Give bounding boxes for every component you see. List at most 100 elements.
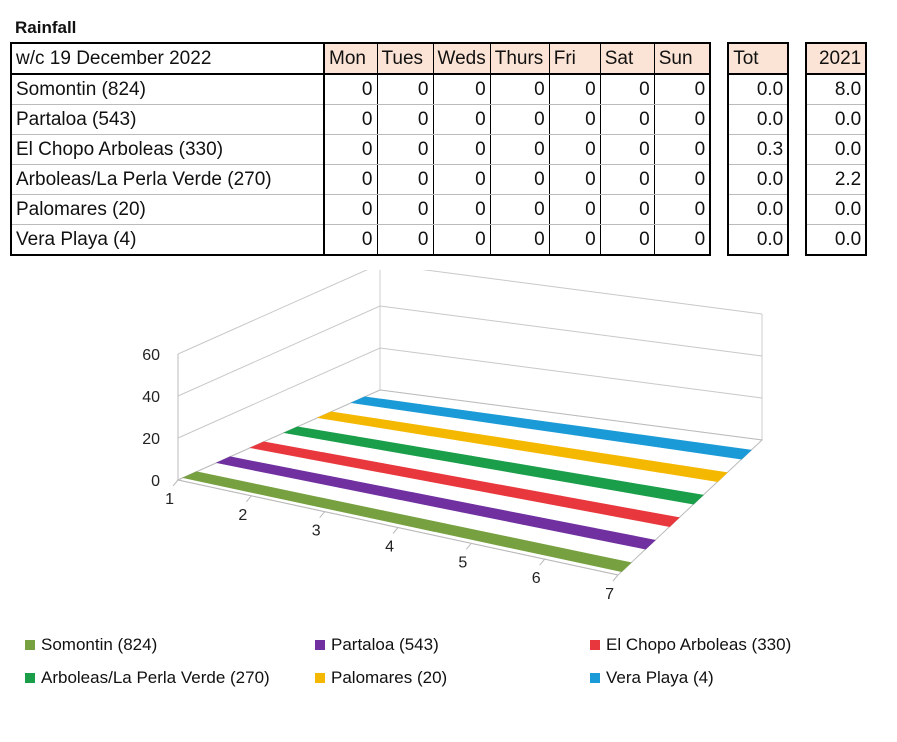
station-name: El Chopo Arboleas (330): [10, 134, 325, 165]
x-tick: [172, 479, 179, 487]
day-value: 0: [433, 194, 491, 225]
day-value: 0: [600, 104, 655, 135]
x-tick-label: 7: [605, 586, 614, 603]
gridline: [177, 347, 763, 439]
day-value: 0: [377, 104, 434, 135]
station-name: Partaloa (543): [10, 104, 325, 135]
day-header: Sun: [654, 42, 712, 75]
total-header: Tot: [727, 42, 790, 75]
year-header: 2021: [805, 42, 868, 75]
x-tick: [392, 527, 399, 534]
day-value: 0: [377, 73, 434, 105]
legend-label: Vera Playa (4): [606, 668, 714, 687]
legend-item: Somontin (824): [25, 635, 157, 655]
y-tick-label: 60: [142, 347, 160, 364]
legend-item: Arboleas/La Perla Verde (270): [25, 668, 270, 688]
year-value: 0.0: [805, 134, 868, 165]
bar-partaloa-543--7: [583, 527, 656, 550]
legend-label: Partaloa (543): [331, 635, 439, 654]
day-value: 0: [549, 164, 601, 195]
y-tick-label: 0: [151, 473, 160, 490]
day-value: 0: [490, 224, 550, 256]
day-value: 0: [377, 224, 434, 256]
bar-palomares-20--7: [659, 463, 728, 482]
day-value: 0: [433, 73, 491, 105]
total-value: 0.0: [727, 194, 790, 225]
legend-swatch: [25, 640, 35, 650]
chart-area: 0 20 40 60 1 2 3 4 5 6 7: [10, 263, 878, 705]
y-tick-label: 40: [142, 389, 160, 406]
table-row: El Chopo Arboleas (330) 0 0 0 0 0 0 0 0.3 0.0: [10, 134, 868, 165]
year-value: 0.0: [805, 194, 868, 225]
day-value: 0: [549, 73, 601, 105]
bar-arboleas-la-perla-verde-270--7: [634, 485, 704, 505]
legend-item: Partaloa (543): [315, 635, 439, 655]
x-tick: [245, 495, 252, 503]
x-tick-label: 3: [312, 523, 321, 540]
total-value: 0.3: [727, 134, 790, 165]
table-row: Somontin (824) 0 0 0 0 0 0 0 0.0 8.0: [10, 73, 868, 105]
legend-swatch: [315, 640, 325, 650]
rainfall-table: w/c 19 December 2022 Mon Tues Weds Thurs Fri S…: [10, 42, 868, 256]
legend-item: El Chopo Arboleas (330): [590, 635, 791, 655]
day-value: 0: [600, 224, 655, 256]
day-value: 0: [377, 134, 434, 165]
x-tick: [539, 558, 546, 566]
day-value: 0: [324, 194, 378, 225]
legend-swatch: [25, 673, 35, 683]
legend-item: Palomares (20): [315, 668, 447, 688]
station-name: Arboleas/La Perla Verde (270): [10, 164, 325, 195]
table-row: Vera Playa (4) 0 0 0 0 0 0 0 0.0 0.0: [10, 224, 868, 256]
legend-label: Arboleas/La Perla Verde (270): [41, 668, 270, 687]
x-tick-label: 1: [165, 491, 174, 508]
day-value: 0: [433, 104, 491, 135]
page-title: Rainfall: [15, 18, 77, 37]
day-value: 0: [324, 224, 378, 256]
day-value: 0: [654, 73, 712, 105]
day-value: 0: [490, 134, 550, 165]
legend-label: El Chopo Arboleas (330): [606, 635, 792, 654]
bar-somontin-824--7: [558, 549, 632, 572]
legend-label: Somontin (824): [41, 635, 158, 654]
day-value: 0: [433, 164, 491, 195]
total-value: 0.0: [727, 104, 790, 135]
day-value: 0: [377, 164, 434, 195]
year-value: 0.0: [805, 224, 868, 256]
day-header: Thurs: [490, 42, 550, 75]
week-label: w/c 19 December 2022: [10, 42, 325, 75]
x-tick-label: 2: [238, 507, 247, 524]
legend-label: Palomares (20): [331, 668, 448, 687]
x-tick: [319, 511, 326, 518]
day-value: 0: [377, 194, 434, 225]
day-value: 0: [549, 224, 601, 256]
station-name: Somontin (824): [10, 73, 325, 105]
day-value: 0: [490, 104, 550, 135]
x-tick-label: 4: [385, 539, 394, 556]
day-header: Tues: [377, 42, 434, 75]
day-value: 0: [433, 224, 491, 256]
year-value: 8.0: [805, 73, 868, 105]
x-tick: [612, 574, 619, 582]
day-header: Weds: [433, 42, 491, 75]
total-value: 0.0: [727, 164, 790, 195]
day-value: 0: [324, 104, 378, 135]
table-row: Arboleas/La Perla Verde (270) 0 0 0 0 0 0 0 0.0 2…: [10, 164, 868, 195]
station-name: Palomares (20): [10, 194, 325, 225]
legend-swatch: [590, 673, 600, 683]
day-value: 0: [324, 164, 378, 195]
legend-swatch: [315, 673, 325, 683]
bar-vera-playa-4--7: [685, 442, 752, 460]
table-row: Palomares (20) 0 0 0 0 0 0 0 0.0 0.0: [10, 194, 868, 225]
day-header: Mon: [324, 42, 378, 75]
day-value: 0: [324, 73, 378, 105]
bar-el-chopo-arboleas-330--7: [609, 506, 680, 527]
day-value: 0: [600, 194, 655, 225]
legend-item: Vera Playa (4): [590, 668, 714, 688]
legend-swatch: [590, 640, 600, 650]
year-value: 0.0: [805, 104, 868, 135]
day-value: 0: [600, 73, 655, 105]
x-tick-label: 6: [532, 570, 541, 587]
day-value: 0: [654, 164, 712, 195]
day-value: 0: [654, 194, 712, 225]
total-value: 0.0: [727, 73, 790, 105]
